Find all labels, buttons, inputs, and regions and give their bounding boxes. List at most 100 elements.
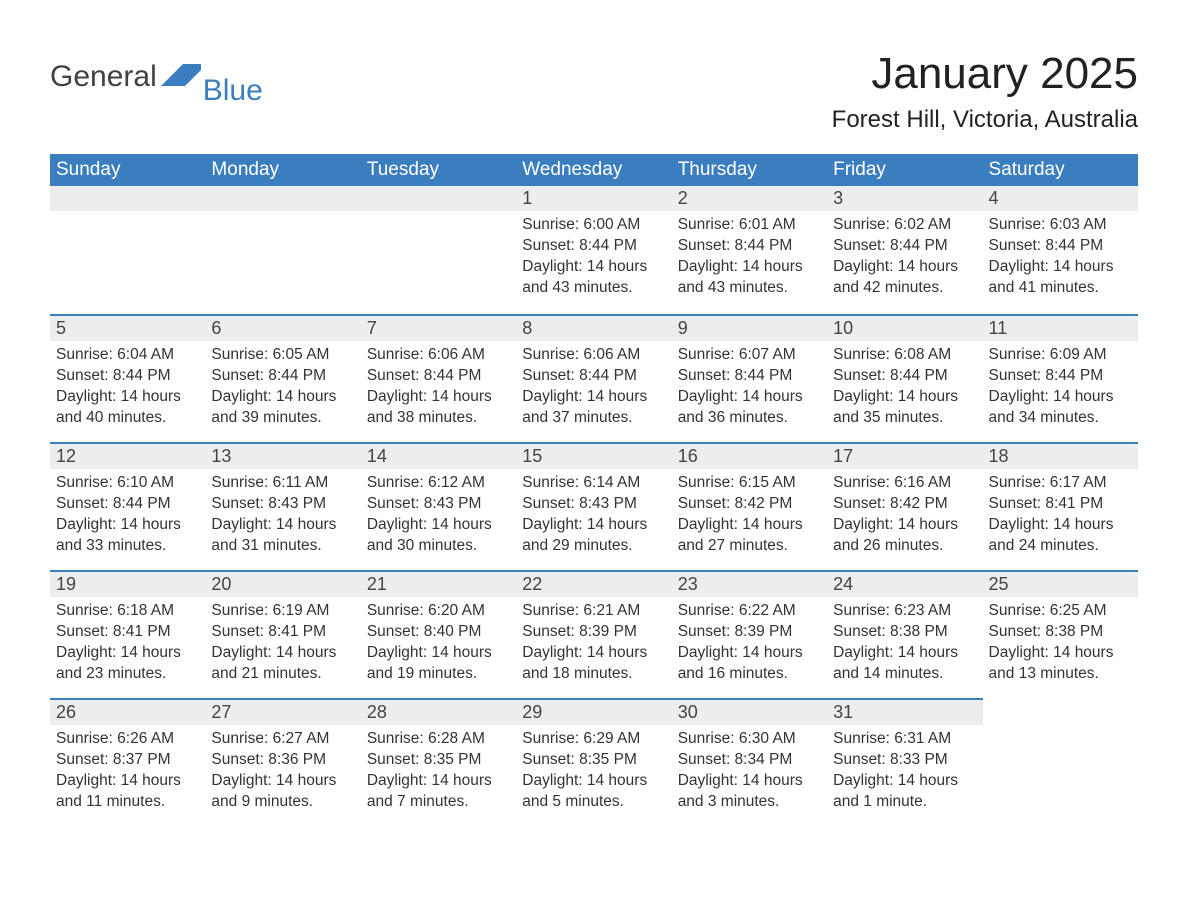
sunrise-line: Sunrise: 6:10 AM bbox=[56, 473, 199, 494]
calendar-cell bbox=[205, 186, 360, 314]
sunrise-line: Sunrise: 6:14 AM bbox=[522, 473, 665, 494]
daylight-line: Daylight: 14 hours and 3 minutes. bbox=[678, 771, 821, 813]
daylight-line: Daylight: 14 hours and 27 minutes. bbox=[678, 515, 821, 557]
calendar-cell: 1Sunrise: 6:00 AMSunset: 8:44 PMDaylight… bbox=[516, 186, 671, 314]
sunrise-line: Sunrise: 6:06 AM bbox=[522, 345, 665, 366]
sunrise-line: Sunrise: 6:25 AM bbox=[989, 601, 1132, 622]
sunset-line: Sunset: 8:43 PM bbox=[522, 494, 665, 515]
calendar-cell: 5Sunrise: 6:04 AMSunset: 8:44 PMDaylight… bbox=[50, 314, 205, 442]
daynum-bar: 4 bbox=[983, 186, 1138, 211]
sunrise-line: Sunrise: 6:04 AM bbox=[56, 345, 199, 366]
calendar-cell: 19Sunrise: 6:18 AMSunset: 8:41 PMDayligh… bbox=[50, 570, 205, 698]
sunrise-line: Sunrise: 6:27 AM bbox=[211, 729, 354, 750]
calendar-cell: 23Sunrise: 6:22 AMSunset: 8:39 PMDayligh… bbox=[672, 570, 827, 698]
calendar-cell: 4Sunrise: 6:03 AMSunset: 8:44 PMDaylight… bbox=[983, 186, 1138, 314]
sunrise-line: Sunrise: 6:02 AM bbox=[833, 215, 976, 236]
sunrise-line: Sunrise: 6:08 AM bbox=[833, 345, 976, 366]
daylight-line: Daylight: 14 hours and 21 minutes. bbox=[211, 643, 354, 685]
daynum-bar: 30 bbox=[672, 698, 827, 725]
daylight-line: Daylight: 14 hours and 33 minutes. bbox=[56, 515, 199, 557]
calendar-cell: 13Sunrise: 6:11 AMSunset: 8:43 PMDayligh… bbox=[205, 442, 360, 570]
sunset-line: Sunset: 8:36 PM bbox=[211, 750, 354, 771]
weekday-header: Sunday bbox=[50, 154, 205, 186]
daynum-bar: 17 bbox=[827, 442, 982, 469]
day-details: Sunrise: 6:12 AMSunset: 8:43 PMDaylight:… bbox=[361, 469, 516, 563]
sunrise-line: Sunrise: 6:16 AM bbox=[833, 473, 976, 494]
sunrise-line: Sunrise: 6:31 AM bbox=[833, 729, 976, 750]
sunrise-line: Sunrise: 6:29 AM bbox=[522, 729, 665, 750]
calendar-cell: 24Sunrise: 6:23 AMSunset: 8:38 PMDayligh… bbox=[827, 570, 982, 698]
daynum-bar: 7 bbox=[361, 314, 516, 341]
calendar-cell: 31Sunrise: 6:31 AMSunset: 8:33 PMDayligh… bbox=[827, 698, 982, 826]
calendar-page: General Blue January 2025 Forest Hill, V… bbox=[0, 0, 1188, 866]
sunrise-line: Sunrise: 6:30 AM bbox=[678, 729, 821, 750]
daynum-bar: 21 bbox=[361, 570, 516, 597]
sunrise-line: Sunrise: 6:19 AM bbox=[211, 601, 354, 622]
calendar-cell: 8Sunrise: 6:06 AMSunset: 8:44 PMDaylight… bbox=[516, 314, 671, 442]
daylight-line: Daylight: 14 hours and 16 minutes. bbox=[678, 643, 821, 685]
day-details: Sunrise: 6:02 AMSunset: 8:44 PMDaylight:… bbox=[827, 211, 982, 305]
sunset-line: Sunset: 8:44 PM bbox=[56, 366, 199, 387]
day-details: Sunrise: 6:31 AMSunset: 8:33 PMDaylight:… bbox=[827, 725, 982, 819]
sunrise-line: Sunrise: 6:23 AM bbox=[833, 601, 976, 622]
daylight-line: Daylight: 14 hours and 42 minutes. bbox=[833, 257, 976, 299]
weekday-header: Friday bbox=[827, 154, 982, 186]
page-title: January 2025 bbox=[832, 50, 1138, 98]
sunset-line: Sunset: 8:38 PM bbox=[833, 622, 976, 643]
sunrise-line: Sunrise: 6:20 AM bbox=[367, 601, 510, 622]
daynum-bar: 12 bbox=[50, 442, 205, 469]
daynum-bar: 20 bbox=[205, 570, 360, 597]
day-details: Sunrise: 6:17 AMSunset: 8:41 PMDaylight:… bbox=[983, 469, 1138, 563]
sunset-line: Sunset: 8:44 PM bbox=[989, 366, 1132, 387]
daynum-bar: 14 bbox=[361, 442, 516, 469]
daynum-bar: 9 bbox=[672, 314, 827, 341]
day-details: Sunrise: 6:21 AMSunset: 8:39 PMDaylight:… bbox=[516, 597, 671, 691]
sunrise-line: Sunrise: 6:21 AM bbox=[522, 601, 665, 622]
calendar-cell: 9Sunrise: 6:07 AMSunset: 8:44 PMDaylight… bbox=[672, 314, 827, 442]
daynum-bar: 10 bbox=[827, 314, 982, 341]
daynum-bar: 2 bbox=[672, 186, 827, 211]
day-details: Sunrise: 6:20 AMSunset: 8:40 PMDaylight:… bbox=[361, 597, 516, 691]
daynum-bar-empty bbox=[205, 186, 360, 211]
daylight-line: Daylight: 14 hours and 29 minutes. bbox=[522, 515, 665, 557]
sunset-line: Sunset: 8:43 PM bbox=[211, 494, 354, 515]
day-details: Sunrise: 6:28 AMSunset: 8:35 PMDaylight:… bbox=[361, 725, 516, 819]
calendar-cell: 14Sunrise: 6:12 AMSunset: 8:43 PMDayligh… bbox=[361, 442, 516, 570]
sunset-line: Sunset: 8:35 PM bbox=[367, 750, 510, 771]
daynum-bar: 27 bbox=[205, 698, 360, 725]
calendar-cell: 27Sunrise: 6:27 AMSunset: 8:36 PMDayligh… bbox=[205, 698, 360, 826]
calendar-cell: 7Sunrise: 6:06 AMSunset: 8:44 PMDaylight… bbox=[361, 314, 516, 442]
calendar-cell: 16Sunrise: 6:15 AMSunset: 8:42 PMDayligh… bbox=[672, 442, 827, 570]
day-details: Sunrise: 6:04 AMSunset: 8:44 PMDaylight:… bbox=[50, 341, 205, 435]
daylight-line: Daylight: 14 hours and 7 minutes. bbox=[367, 771, 510, 813]
calendar-cell: 6Sunrise: 6:05 AMSunset: 8:44 PMDaylight… bbox=[205, 314, 360, 442]
daylight-line: Daylight: 14 hours and 38 minutes. bbox=[367, 387, 510, 429]
daylight-line: Daylight: 14 hours and 34 minutes. bbox=[989, 387, 1132, 429]
sunset-line: Sunset: 8:41 PM bbox=[211, 622, 354, 643]
daylight-line: Daylight: 14 hours and 14 minutes. bbox=[833, 643, 976, 685]
calendar-week-row: 5Sunrise: 6:04 AMSunset: 8:44 PMDaylight… bbox=[50, 314, 1138, 442]
daylight-line: Daylight: 14 hours and 18 minutes. bbox=[522, 643, 665, 685]
sunset-line: Sunset: 8:42 PM bbox=[833, 494, 976, 515]
daylight-line: Daylight: 14 hours and 41 minutes. bbox=[989, 257, 1132, 299]
day-details: Sunrise: 6:06 AMSunset: 8:44 PMDaylight:… bbox=[361, 341, 516, 435]
weekday-header: Saturday bbox=[983, 154, 1138, 186]
sunrise-line: Sunrise: 6:09 AM bbox=[989, 345, 1132, 366]
sunrise-line: Sunrise: 6:01 AM bbox=[678, 215, 821, 236]
daylight-line: Daylight: 14 hours and 39 minutes. bbox=[211, 387, 354, 429]
daynum-bar: 6 bbox=[205, 314, 360, 341]
sunset-line: Sunset: 8:44 PM bbox=[367, 366, 510, 387]
calendar-body: 1Sunrise: 6:00 AMSunset: 8:44 PMDaylight… bbox=[50, 186, 1138, 826]
sunset-line: Sunset: 8:43 PM bbox=[367, 494, 510, 515]
day-details: Sunrise: 6:09 AMSunset: 8:44 PMDaylight:… bbox=[983, 341, 1138, 435]
calendar-cell: 10Sunrise: 6:08 AMSunset: 8:44 PMDayligh… bbox=[827, 314, 982, 442]
brand-text-blue: Blue bbox=[203, 74, 263, 108]
sunset-line: Sunset: 8:39 PM bbox=[678, 622, 821, 643]
sunset-line: Sunset: 8:41 PM bbox=[989, 494, 1132, 515]
sunset-line: Sunset: 8:44 PM bbox=[678, 366, 821, 387]
daynum-bar: 22 bbox=[516, 570, 671, 597]
daylight-line: Daylight: 14 hours and 43 minutes. bbox=[522, 257, 665, 299]
sunrise-line: Sunrise: 6:26 AM bbox=[56, 729, 199, 750]
calendar-cell: 12Sunrise: 6:10 AMSunset: 8:44 PMDayligh… bbox=[50, 442, 205, 570]
sunset-line: Sunset: 8:34 PM bbox=[678, 750, 821, 771]
